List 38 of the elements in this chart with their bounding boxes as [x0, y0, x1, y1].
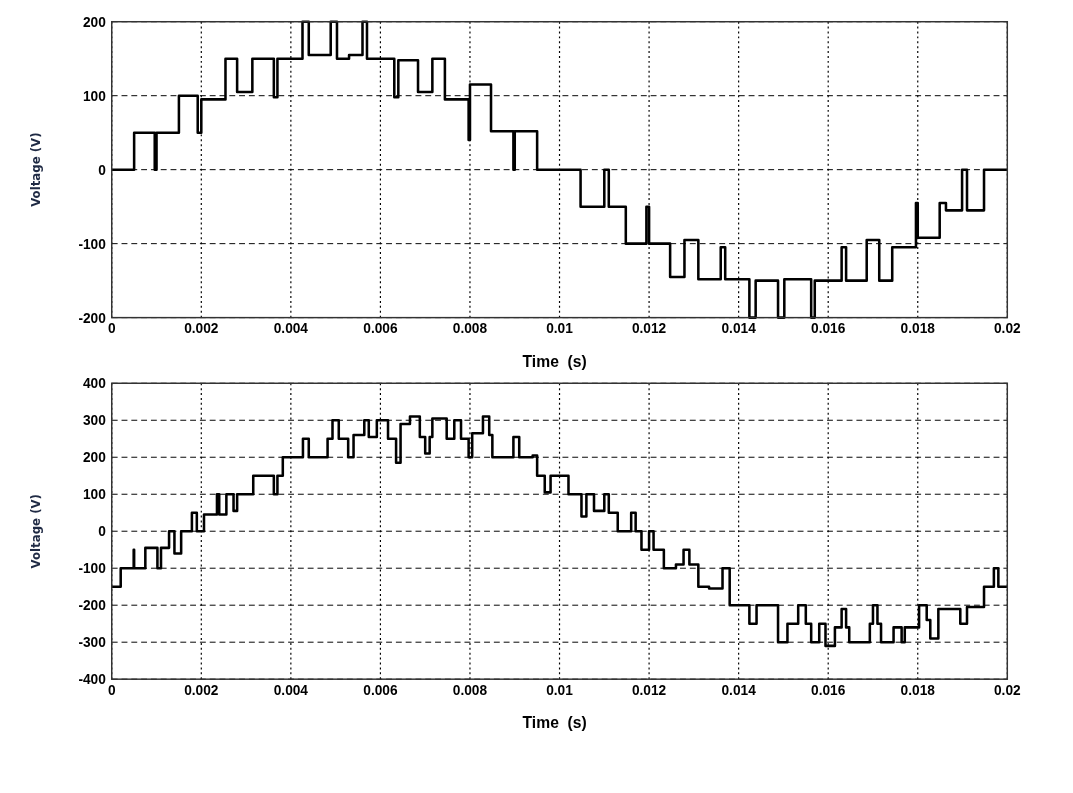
y-tick-label: 0: [98, 524, 107, 540]
x-tick-label: 0.008: [452, 321, 488, 337]
x-tick-label: 0.014: [721, 321, 757, 337]
x-tick-label: 0.02: [993, 321, 1022, 337]
x-tick-label: 0.01: [546, 682, 574, 698]
y-tick-label: 100: [82, 487, 107, 503]
y-tick-label: -100: [78, 561, 107, 577]
x-axis-title: Time (s): [522, 352, 587, 370]
x-tick-label: 0.018: [900, 682, 936, 698]
x-tick-label: 0.012: [631, 682, 667, 698]
y-tick-label: -200: [78, 310, 107, 326]
y-tick-label: -300: [78, 635, 107, 651]
x-tick-label: 0.004: [273, 321, 309, 337]
x-tick-label: 0.016: [811, 321, 846, 337]
x-tick-label: 0.002: [184, 682, 219, 698]
y-tick-label: 200: [82, 450, 107, 466]
x-tick-label: 0.02: [993, 682, 1022, 698]
y-tick-label: 300: [82, 413, 107, 429]
y-tick-label: -100: [78, 236, 107, 252]
x-tick-label: 0.01: [546, 321, 574, 337]
y-tick-label: 100: [82, 88, 107, 104]
y-tick-label: 400: [82, 376, 107, 392]
y-axis-title: Voltage (V): [29, 494, 44, 569]
x-axis-title: Time (s): [522, 714, 587, 732]
x-tick-label: 0.002: [184, 321, 219, 337]
y-tick-label: 0: [98, 162, 107, 178]
x-tick-label: 0.016: [811, 682, 846, 698]
x-tick-label: 0.008: [452, 682, 488, 698]
y-tick-label: -200: [78, 598, 107, 614]
x-tick-label: 0.012: [631, 321, 667, 337]
y-tick-label: 200: [82, 14, 107, 30]
x-tick-label: 0.018: [900, 321, 936, 337]
y-axis-title: Voltage (V): [29, 132, 44, 207]
x-tick-label: 0.014: [721, 682, 757, 698]
x-tick-label: 0.004: [273, 682, 309, 698]
x-tick-label: 0.006: [363, 682, 398, 698]
x-tick-label: 0.006: [363, 321, 398, 337]
y-tick-label: -400: [78, 672, 107, 688]
